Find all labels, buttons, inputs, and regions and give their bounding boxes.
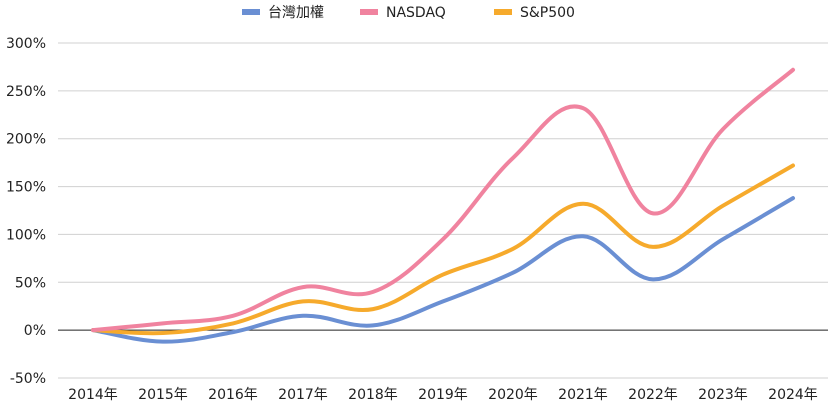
y-tick-label: 200%: [6, 132, 46, 148]
x-tick-label: 2023年: [698, 387, 748, 403]
y-tick-label: -50%: [10, 371, 46, 387]
x-tick-label: 2019年: [418, 387, 468, 403]
y-axis: 300% 250% 200% 150% 100% 50% 0% -50%: [6, 36, 46, 387]
y-tick-label: 0%: [24, 323, 46, 339]
y-tick-label: 250%: [6, 84, 46, 100]
legend-label: 台灣加權: [268, 5, 324, 21]
series-line-1: [91, 67, 795, 333]
legend-swatch: [494, 9, 512, 15]
x-tick-label: 2015年: [138, 387, 188, 403]
x-tick-label: 2014年: [68, 387, 118, 403]
legend-label: S&P500: [520, 5, 575, 21]
x-tick-label: 2018年: [348, 387, 398, 403]
legend-label: NASDAQ: [386, 5, 446, 21]
x-tick-label: 2016年: [208, 387, 258, 403]
x-tick-label: 2020年: [488, 387, 538, 403]
x-tick-label: 2021年: [558, 387, 608, 403]
legend-swatch: [360, 9, 378, 15]
series-line-2: [91, 163, 795, 336]
legend: 台灣加權 NASDAQ S&P500: [242, 5, 575, 21]
x-tick-label: 2017年: [278, 387, 328, 403]
series-line-0: [91, 196, 795, 344]
y-tick-label: 100%: [6, 227, 46, 243]
series-lines: [91, 67, 795, 344]
y-tick-label: 150%: [6, 180, 46, 196]
y-tick-label: 50%: [15, 275, 46, 291]
x-tick-label: 2022年: [628, 387, 678, 403]
x-axis: 2014年 2015年 2016年 2017年 2018年 2019年 2020年 2021年…: [68, 387, 818, 403]
legend-swatch: [242, 9, 260, 15]
y-tick-label: 300%: [6, 36, 46, 52]
x-tick-label: 2024年: [768, 387, 818, 403]
